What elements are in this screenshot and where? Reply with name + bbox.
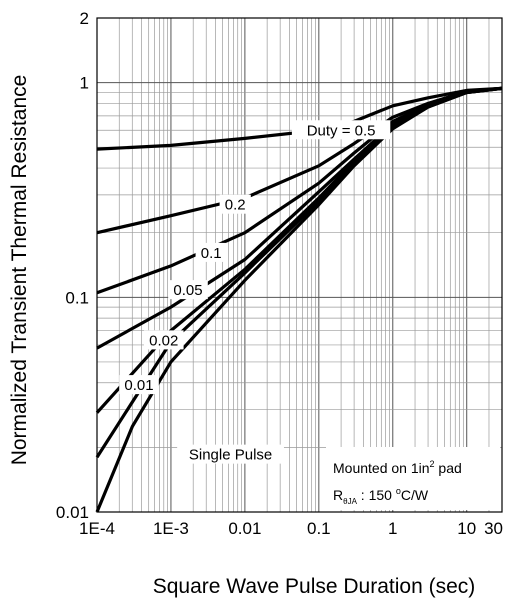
curve-labels: Duty = 0.5 0.2 0.1 0.05 0.02 0.01 Single Pulse <box>119 120 391 464</box>
plot-area-border <box>96 17 503 513</box>
curve-label-bg <box>291 120 391 140</box>
x-tick-label: 1 <box>388 519 397 538</box>
mounting-note: Mounted on 1in2 pad RθJA : 150 oC/W <box>326 447 500 510</box>
series-line-6 <box>95 86 503 513</box>
x-tick-label: 1E-3 <box>153 519 189 538</box>
curve-label-0: Duty = 0.5 <box>307 122 376 139</box>
curve-label-4: 0.02 <box>149 332 178 349</box>
x-tick-label: 30 <box>484 519 503 538</box>
curve-label-1: 0.2 <box>225 197 246 214</box>
curve-label-bg <box>219 194 251 214</box>
y-axis-title: Normalized Transient Thermal Resistance <box>8 75 31 466</box>
x-tick-labels: 1E-4 1E-3 0.01 0.1 1 10 30 <box>79 519 503 538</box>
x-tick-label: 1E-4 <box>79 519 115 538</box>
series-line-5 <box>95 86 503 459</box>
curve-label-bg <box>168 280 208 300</box>
curve-label-bg <box>195 242 227 262</box>
x-tick-label: 0.1 <box>307 519 331 538</box>
mounting-note-line1: Mounted on 1in2 pad <box>333 459 462 476</box>
mounting-note-line2: RθJA : 150 oC/W <box>333 486 429 506</box>
curve-label-2: 0.1 <box>201 245 222 262</box>
grid <box>97 18 503 512</box>
y-tick-label: 0.1 <box>65 288 89 307</box>
series-line-2 <box>96 86 503 295</box>
x-axis-title: Square Wave Pulse Duration (sec) <box>153 575 476 598</box>
y-tick-labels: 0.01 0.1 1 2 <box>56 9 89 522</box>
curve-label-bg <box>143 330 184 350</box>
curve-label-3: 0.05 <box>173 282 202 299</box>
mounting-note-background <box>326 447 500 510</box>
y-tick-label: 0.01 <box>56 503 89 522</box>
curve-label-5: 0.01 <box>124 377 153 394</box>
x-tick-label: 10 <box>457 519 476 538</box>
series-line-0 <box>96 86 503 151</box>
curve-label-bg <box>119 375 159 395</box>
x-tick-label: 0.01 <box>228 519 261 538</box>
curve-label-bg <box>177 444 284 464</box>
y-tick-label: 2 <box>80 9 89 28</box>
curve-label-6: Single Pulse <box>189 447 272 464</box>
y-tick-label: 1 <box>80 74 89 93</box>
